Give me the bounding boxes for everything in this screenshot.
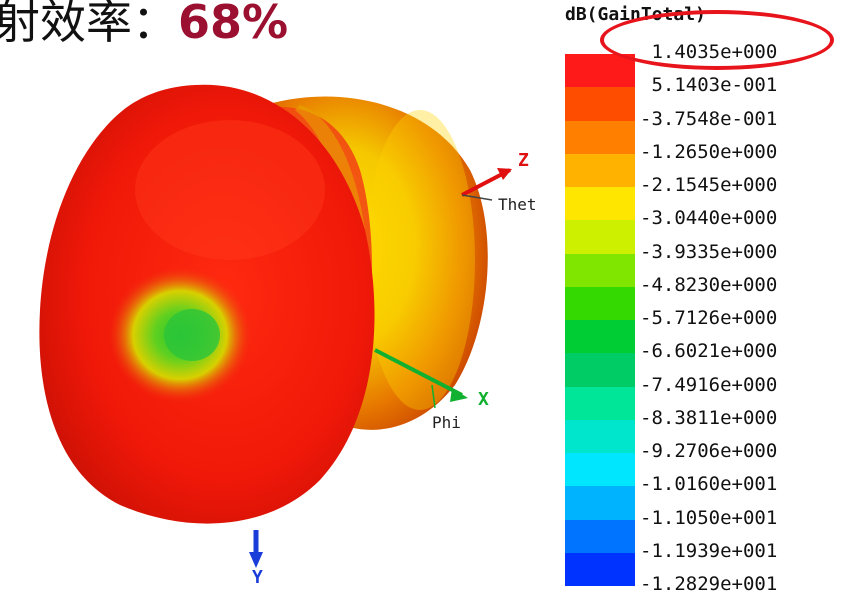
color-scale-bar [565, 54, 635, 586]
efficiency-label: 射效率： [0, 0, 178, 49]
scale-tick-label: -8.3811e+000 [640, 406, 778, 429]
efficiency-value: 68% [178, 0, 289, 49]
color-segment [565, 353, 635, 387]
scale-tick-label: -3.7548e-001 [640, 107, 778, 130]
efficiency-header: 射效率：68% [0, 0, 288, 52]
scale-tick-label: -3.9335e+000 [640, 240, 778, 263]
scale-tick-label: -6.6021e+000 [640, 340, 778, 363]
color-segment [565, 419, 635, 453]
phi-marker [431, 384, 436, 409]
highlight-annotation-oval [600, 10, 834, 70]
front-lobe-highlight [135, 120, 325, 260]
color-segment [565, 87, 635, 121]
scale-tick-label: -7.4916e+000 [640, 373, 778, 396]
scale-tick-label: -1.2829e+001 [640, 573, 778, 595]
scale-tick-label: -4.8230e+000 [640, 273, 778, 296]
y-axis-label: Y [252, 567, 263, 588]
x-axis-label: X [478, 389, 489, 410]
scale-tick-label: -1.1050e+001 [640, 506, 778, 529]
x-axis-line [374, 348, 463, 397]
radiation-pattern-3d-plot: Z Thet X Phi Y [39, 84, 537, 588]
color-scale-ticks: 1.4035e+000 5.1403e-001 -3.7548e-001 -1.26… [640, 36, 830, 601]
scale-tick-label: -9.2706e+000 [640, 440, 778, 462]
scale-tick-label: -3.0440e+000 [640, 207, 778, 230]
x-axis-arrowhead [450, 388, 468, 402]
color-segment [565, 453, 635, 487]
theta-marker [461, 194, 493, 201]
z-axis-label: Z [518, 150, 529, 171]
color-segment [565, 386, 635, 420]
color-segment [565, 153, 635, 187]
scale-tick-label: -1.0160e+001 [640, 473, 778, 496]
color-segment [565, 54, 635, 88]
scale-tick-label: -5.7126e+000 [640, 307, 778, 329]
phi-label: Phi [432, 413, 461, 432]
color-segment [565, 120, 635, 154]
color-segment [565, 286, 635, 320]
theta-label: Thet [498, 195, 537, 214]
color-segment [565, 220, 635, 254]
color-segment [565, 519, 635, 553]
y-axis-arrowhead [249, 552, 263, 568]
scale-tick-label: -2.1545e+000 [640, 174, 778, 196]
color-segment [565, 253, 635, 287]
back-lobe-shade [365, 110, 475, 410]
null-core [164, 309, 220, 361]
color-segment [565, 552, 635, 586]
color-segment [565, 486, 635, 520]
color-segment [565, 187, 635, 221]
scale-tick-label: -1.2650e+000 [640, 140, 778, 163]
scale-tick-label: 5.1403e-001 [640, 74, 778, 97]
scale-tick-label: -1.1939e+001 [640, 539, 778, 562]
color-segment [565, 320, 635, 354]
z-axis-arrowhead [497, 168, 512, 180]
